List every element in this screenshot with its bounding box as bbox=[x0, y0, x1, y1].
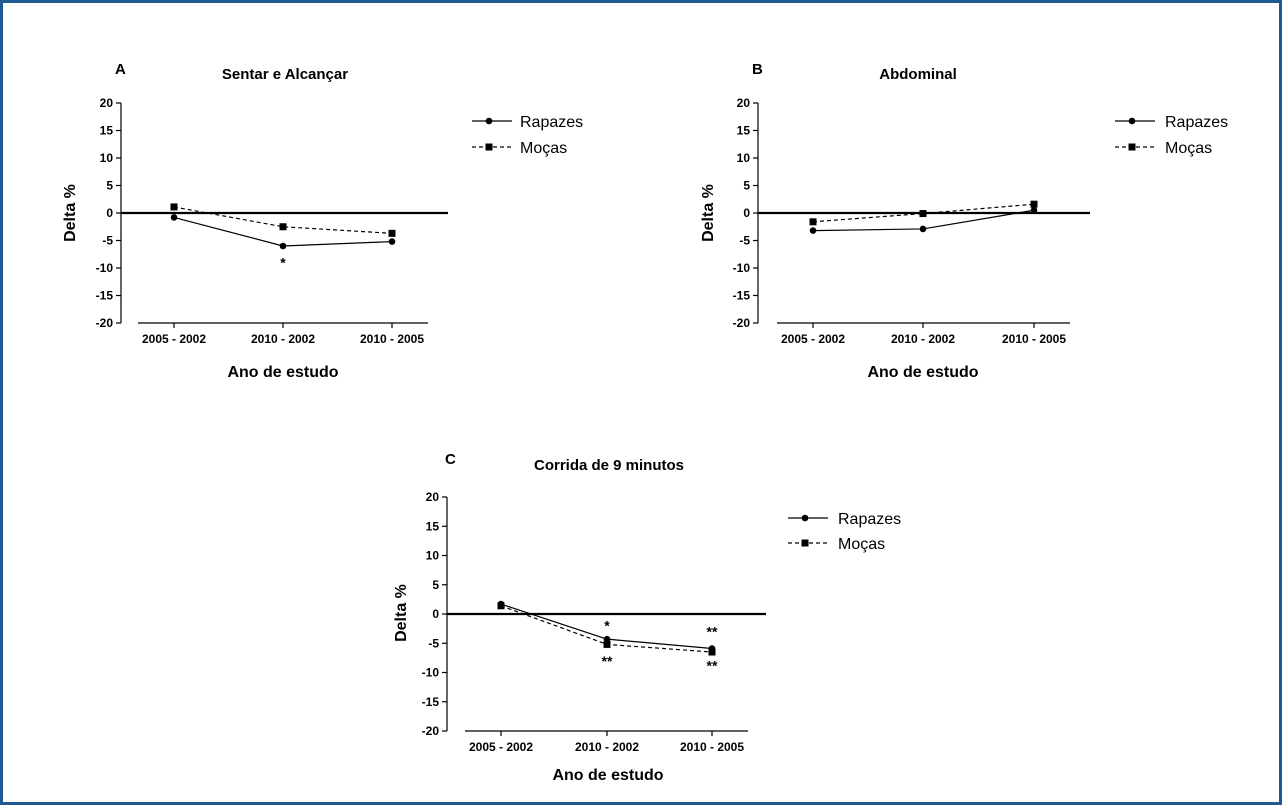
x-tick-label: 2005 - 2002 bbox=[142, 332, 206, 346]
y-tick-label: -5 bbox=[739, 234, 750, 248]
y-tick-label: -5 bbox=[102, 234, 113, 248]
significance-marker: * bbox=[280, 255, 286, 271]
data-point bbox=[919, 225, 927, 233]
legend-label-rapazes: Rapazes bbox=[520, 114, 583, 131]
y-tick-label: -20 bbox=[422, 724, 440, 738]
y-tick-label: -20 bbox=[96, 316, 114, 330]
legend-label-rapazes: Rapazes bbox=[1165, 114, 1228, 131]
significance-marker: * bbox=[604, 618, 610, 634]
data-point bbox=[603, 640, 611, 648]
chart-title: Corrida de 9 minutos bbox=[534, 457, 684, 474]
y-axis-title: Delta % bbox=[700, 184, 717, 242]
y-tick-label: -10 bbox=[733, 261, 751, 275]
x-tick-label: 2010 - 2005 bbox=[360, 332, 424, 346]
legend: Rapazes Moças bbox=[472, 114, 583, 157]
x-tick-label: 2010 - 2002 bbox=[575, 740, 639, 754]
y-tick-label: -15 bbox=[422, 695, 440, 709]
chart-title: Sentar e Alcançar bbox=[222, 66, 348, 83]
legend-label-rapazes: Rapazes bbox=[838, 511, 901, 528]
panel-letter: B bbox=[752, 61, 763, 78]
plot-area: 20 15 10 5 0 -5 -10 -15 -20 2005 - 2002 2010 - 200… bbox=[96, 96, 448, 346]
data-point bbox=[809, 227, 817, 234]
legend-label-mocas: Moças bbox=[1165, 140, 1212, 157]
data-point bbox=[919, 210, 927, 218]
data-point bbox=[497, 602, 505, 610]
x-tick-label: 2005 - 2002 bbox=[469, 740, 533, 754]
y-tick-label: 20 bbox=[737, 96, 751, 110]
x-axis-title: Ano de estudo bbox=[867, 364, 978, 381]
y-tick-label: 10 bbox=[100, 151, 114, 165]
legend-marker-mocas bbox=[485, 143, 493, 151]
legend-marker-rapazes bbox=[485, 117, 493, 125]
y-tick-label: 20 bbox=[100, 96, 114, 110]
legend-marker-rapazes bbox=[801, 514, 809, 522]
legend-marker-rapazes bbox=[1128, 117, 1136, 125]
x-axis-title: Ano de estudo bbox=[552, 767, 663, 784]
series-line-1 bbox=[173, 206, 393, 234]
y-tick-label: 15 bbox=[100, 124, 114, 138]
significance-marker: ** bbox=[602, 653, 613, 669]
y-tick-label: 20 bbox=[426, 490, 440, 504]
y-tick-label: -10 bbox=[96, 261, 114, 275]
significance-marker: ** bbox=[707, 657, 718, 673]
x-tick-label: 2010 - 2002 bbox=[251, 332, 315, 346]
panel-b: B Abdominal Delta % Ano de estudo 20 15 10… bbox=[700, 61, 1228, 381]
y-tick-label: 5 bbox=[106, 179, 113, 193]
data-point bbox=[708, 648, 716, 656]
legend-marker-mocas bbox=[1128, 143, 1136, 151]
data-point bbox=[279, 242, 287, 250]
plot-area: 20 15 10 5 0 -5 -10 -15 -20 2005 - 2002 2010 - 200… bbox=[733, 96, 1090, 346]
data-point bbox=[1030, 206, 1038, 214]
y-tick-label: -20 bbox=[733, 316, 751, 330]
x-tick-label: 2005 - 2002 bbox=[781, 332, 845, 346]
y-axis-title: Delta % bbox=[393, 584, 410, 642]
x-tick-label: 2010 - 2005 bbox=[1002, 332, 1066, 346]
legend: Rapazes Moças bbox=[788, 511, 901, 553]
data-point bbox=[170, 203, 178, 211]
y-tick-label: 5 bbox=[432, 578, 439, 592]
series-line-1 bbox=[812, 203, 1035, 223]
y-tick-label: 5 bbox=[743, 179, 750, 193]
legend-marker-mocas bbox=[801, 539, 809, 547]
y-tick-label: 10 bbox=[426, 549, 440, 563]
significance-marker: ** bbox=[707, 624, 718, 640]
y-tick-label: 0 bbox=[743, 206, 750, 220]
panel-letter: A bbox=[115, 61, 126, 78]
y-tick-label: 15 bbox=[737, 124, 751, 138]
y-tick-label: -10 bbox=[422, 666, 440, 680]
data-point bbox=[603, 635, 611, 643]
y-tick-label: 0 bbox=[106, 206, 113, 220]
plot-area: 20 15 10 5 0 -5 -10 -15 -20 2005 - 2002 2010 - 200… bbox=[422, 490, 766, 754]
x-tick-label: 2010 - 2005 bbox=[680, 740, 744, 754]
data-point bbox=[1030, 200, 1038, 208]
y-tick-label: -5 bbox=[428, 636, 439, 650]
legend: Rapazes Moças bbox=[1115, 114, 1228, 157]
panel-c: C Corrida de 9 minutos Delta % Ano de es… bbox=[393, 451, 901, 784]
y-axis-title: Delta % bbox=[62, 184, 79, 242]
data-point bbox=[388, 229, 396, 237]
data-point bbox=[809, 218, 817, 226]
panel-a: A Sentar e Alcançar Delta % Ano de estud… bbox=[62, 61, 583, 381]
y-tick-label: 10 bbox=[737, 151, 751, 165]
y-tick-label: -15 bbox=[96, 289, 114, 303]
y-tick-label: 15 bbox=[426, 519, 440, 533]
x-axis-title: Ano de estudo bbox=[227, 364, 338, 381]
panel-letter: C bbox=[445, 451, 456, 468]
y-tick-label: 0 bbox=[432, 607, 439, 621]
data-point bbox=[170, 214, 178, 221]
legend-label-mocas: Moças bbox=[520, 140, 567, 157]
x-tick-label: 2010 - 2002 bbox=[891, 332, 955, 346]
data-point bbox=[388, 238, 396, 245]
y-tick-label: -15 bbox=[733, 289, 751, 303]
legend-label-mocas: Moças bbox=[838, 536, 885, 553]
data-point bbox=[279, 223, 287, 231]
chart-title: Abdominal bbox=[879, 66, 957, 83]
